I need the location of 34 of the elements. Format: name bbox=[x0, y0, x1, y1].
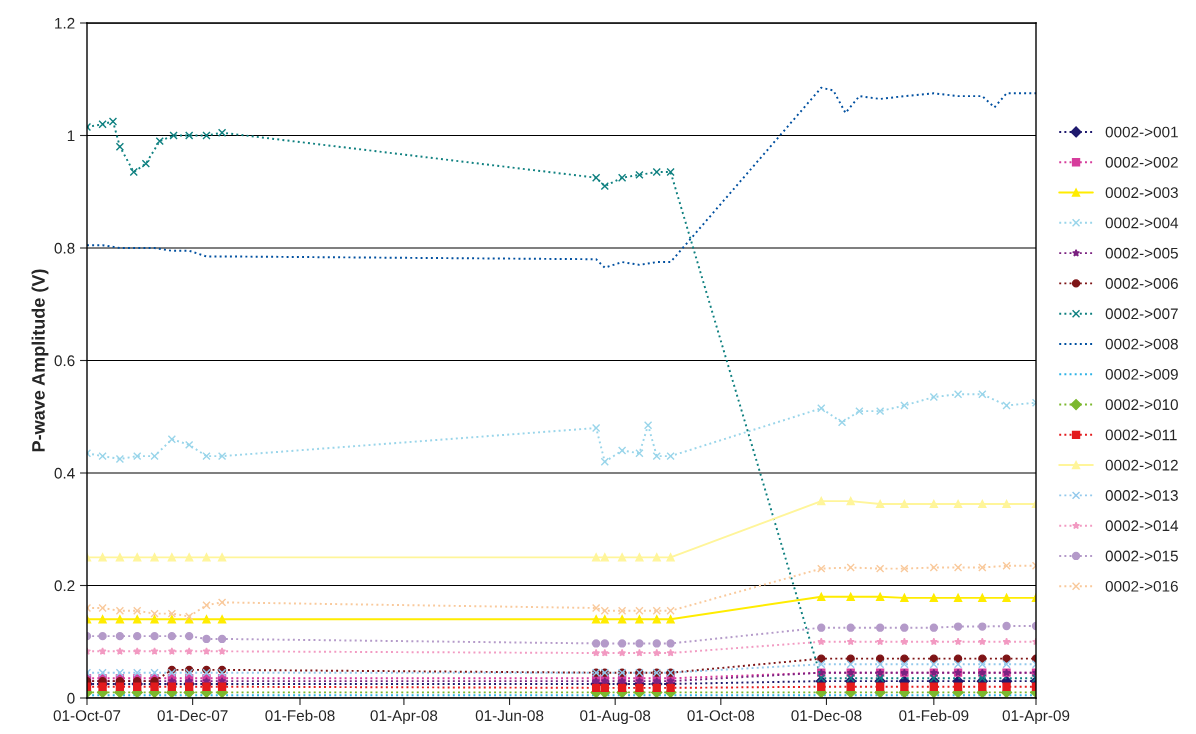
y-tick-label: 0.2 bbox=[54, 580, 75, 592]
legend-label: 0002->013 bbox=[1105, 490, 1178, 501]
legend-label: 0002->005 bbox=[1105, 247, 1178, 259]
x-tick-label: 01-Feb-09 bbox=[899, 709, 969, 722]
legend-label: 0002->004 bbox=[1105, 217, 1179, 229]
legend-label: 0002->008 bbox=[1105, 338, 1178, 350]
legend-label: 0002->006 bbox=[1105, 278, 1178, 289]
legend-label: 0002->014 bbox=[1105, 520, 1179, 532]
legend-label: 0002->015 bbox=[1105, 550, 1178, 562]
y-tick-label: 1.2 bbox=[55, 17, 75, 29]
x-tick-label: 01-Jun-08 bbox=[475, 710, 544, 722]
legend-label: 0002->003 bbox=[1105, 187, 1178, 199]
y-tick-label: 1 bbox=[67, 130, 75, 142]
legend-label: 0002->002 bbox=[1105, 156, 1178, 168]
y-tick-label: 0.6 bbox=[54, 355, 75, 367]
x-tick-label: 01-Dec-08 bbox=[791, 710, 862, 722]
x-tick-label: 01-Oct-07 bbox=[53, 710, 121, 722]
legend-label: 0002->010 bbox=[1105, 399, 1178, 411]
x-tick-label: 01-Oct-08 bbox=[687, 710, 755, 722]
y-tick-label: 0.8 bbox=[54, 242, 75, 254]
x-tick-label: 01-Aug-08 bbox=[580, 710, 651, 725]
x-tick-label: 01-Dec-07 bbox=[157, 710, 228, 722]
legend-label: 0002->009 bbox=[1105, 368, 1178, 380]
y-tick-label: 0 bbox=[67, 692, 75, 704]
x-tick-label: 01-Apr-09 bbox=[1002, 710, 1070, 725]
y-axis-title: P-wave Amplitude (V) bbox=[31, 269, 49, 452]
legend-label: 0002->016 bbox=[1105, 580, 1178, 592]
legend-label: 0002->001 bbox=[1105, 126, 1178, 138]
legend-label: 0002->007 bbox=[1105, 308, 1178, 320]
y-tick-label: 0.4 bbox=[54, 467, 75, 479]
legend-label: 0002->012 bbox=[1105, 459, 1178, 471]
x-tick-label: 01-Feb-08 bbox=[265, 709, 335, 722]
legend-label: 0002->011 bbox=[1105, 429, 1177, 441]
x-tick-label: 01-Apr-08 bbox=[370, 710, 438, 725]
